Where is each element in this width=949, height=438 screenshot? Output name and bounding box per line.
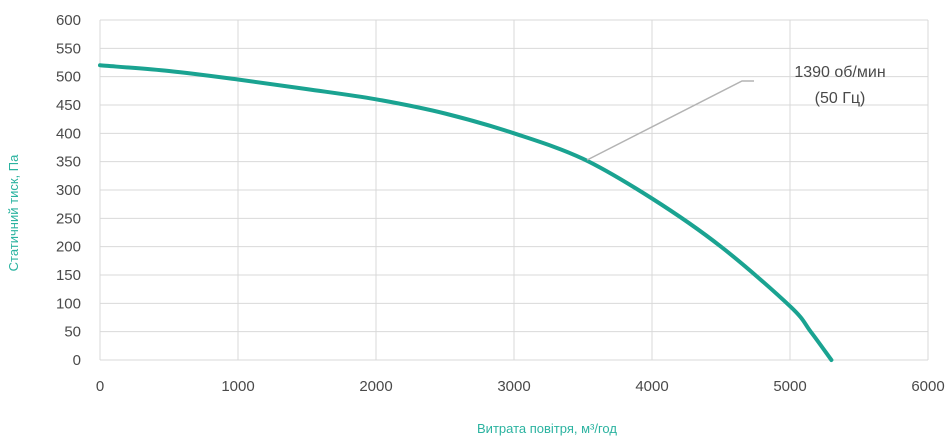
annotation-label: 1390 об/мин — [794, 64, 885, 81]
y-tick-label: 400 — [56, 125, 81, 142]
y-tick-label: 500 — [56, 69, 81, 86]
x-tick-label: 1000 — [221, 378, 254, 395]
x-tick-label: 2000 — [359, 378, 392, 395]
x-axis-title: Витрата повітря, м³/год — [477, 421, 617, 436]
y-axis-title: Статичний тиск, Па — [6, 154, 21, 271]
y-tick-label: 0 — [73, 352, 81, 369]
x-tick-label: 5000 — [773, 378, 806, 395]
series-line — [98, 63, 834, 362]
annotation-leader-line — [586, 80, 754, 161]
y-tick-label: 150 — [56, 267, 81, 284]
y-tick-label: 450 — [56, 97, 81, 114]
annotation-label: (50 Гц) — [815, 90, 866, 107]
y-tick-label: 50 — [64, 324, 81, 341]
y-tick-label: 200 — [56, 239, 81, 256]
x-tick-label: 4000 — [635, 378, 668, 395]
y-tick-label: 600 — [56, 12, 81, 29]
y-tick-label: 550 — [56, 40, 81, 57]
x-tick-label: 3000 — [497, 378, 530, 395]
y-tick-label: 350 — [56, 154, 81, 171]
y-tick-label: 300 — [56, 182, 81, 199]
annotation-layer: 1390 об/мин (50 Гц) — [586, 64, 886, 161]
series-layer — [98, 63, 834, 362]
x-tick-label: 0 — [96, 378, 104, 395]
grid — [99, 19, 929, 361]
y-tick-label: 100 — [56, 295, 81, 312]
x-tick-label: 6000 — [911, 378, 944, 395]
y-tick-label: 250 — [56, 210, 81, 227]
